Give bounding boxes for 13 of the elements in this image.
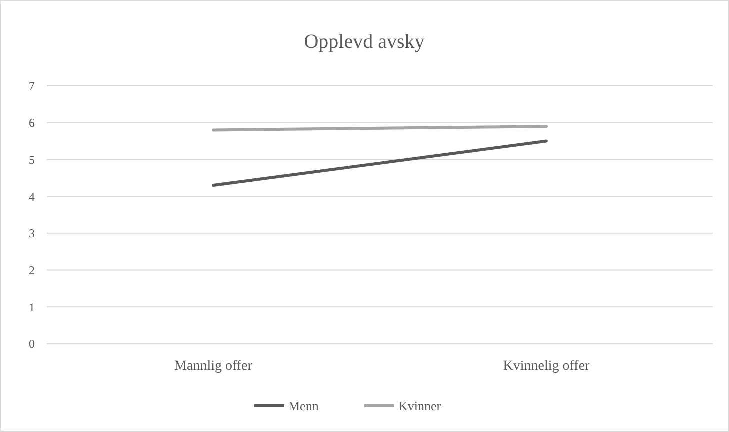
- legend-label: Kvinner: [398, 398, 442, 414]
- y-tick-label: 7: [29, 79, 35, 94]
- y-tick-label: 5: [29, 152, 35, 167]
- y-tick-label: 0: [29, 337, 35, 352]
- y-tick-label: 2: [29, 263, 35, 278]
- y-tick-label: 4: [29, 190, 35, 204]
- chart-title: Opplevd avsky: [304, 31, 425, 53]
- x-tick-label: Kvinnelig offer: [503, 359, 590, 374]
- y-tick-label: 1: [29, 300, 35, 314]
- y-tick-label: 3: [29, 226, 35, 241]
- x-tick-label: Mannlig offer: [174, 359, 253, 374]
- legend-label: Menn: [288, 398, 320, 414]
- y-tick-label: 6: [29, 116, 35, 130]
